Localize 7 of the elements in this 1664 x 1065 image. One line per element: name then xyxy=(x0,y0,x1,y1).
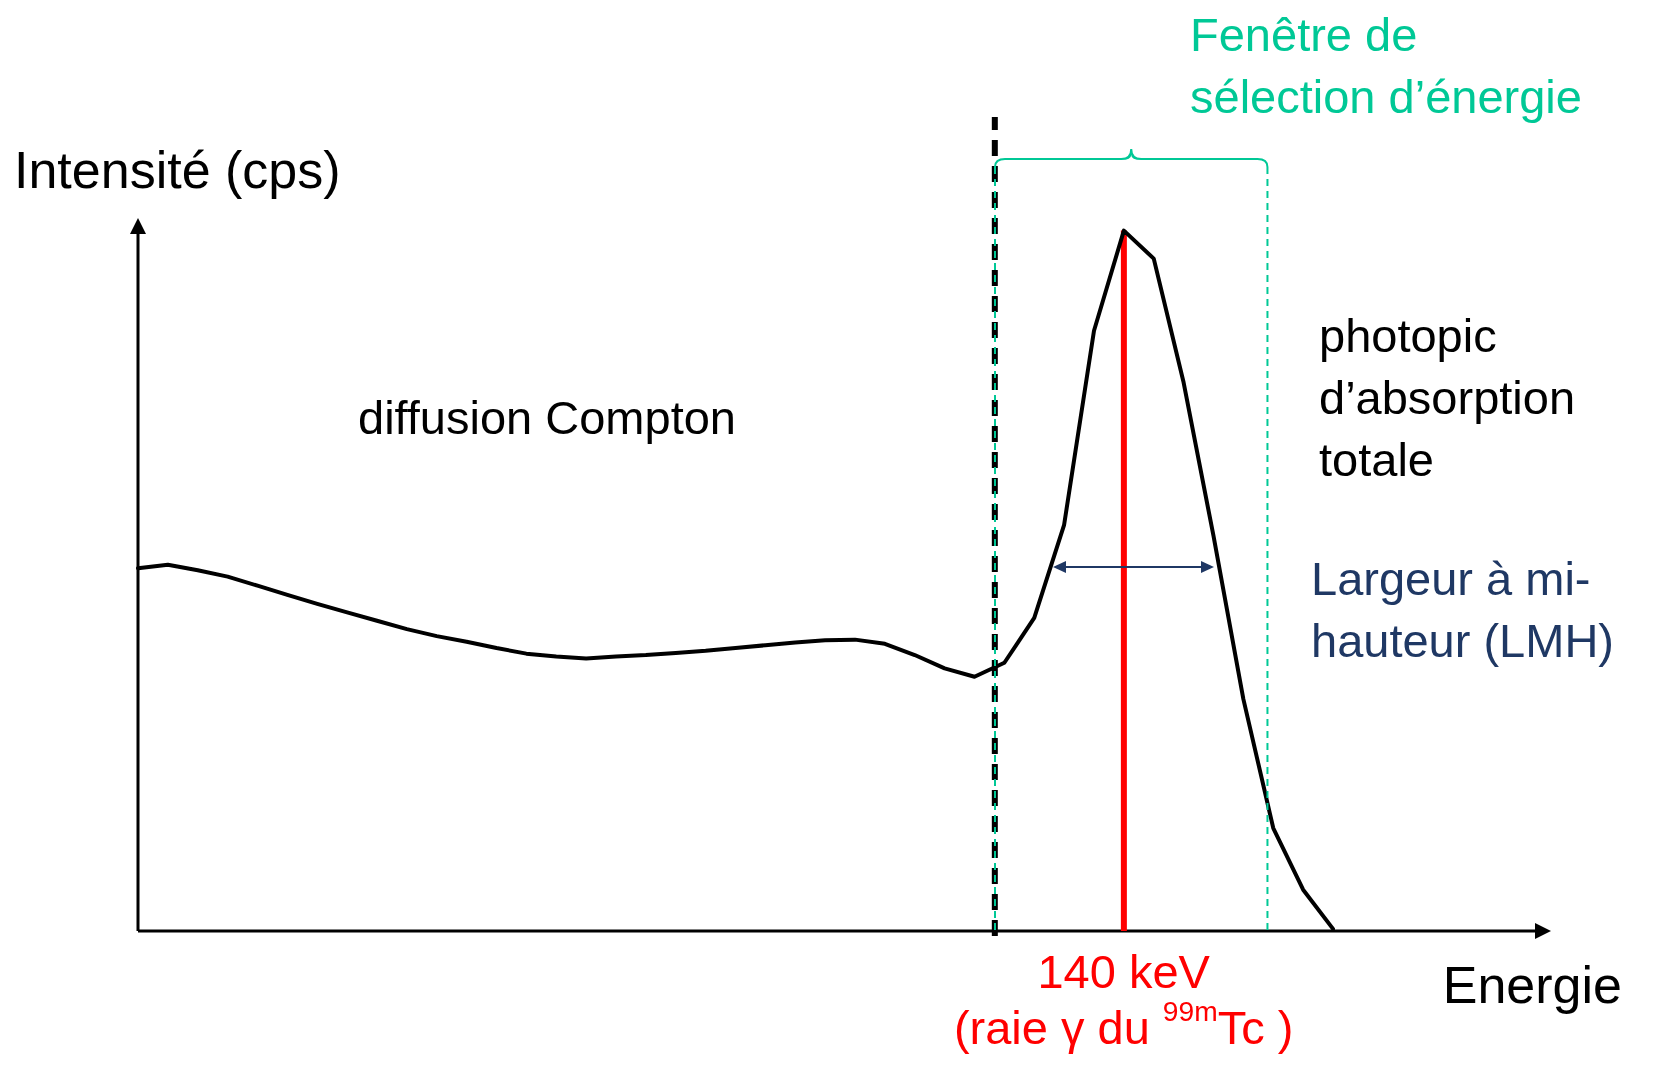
annotation: Largeur à mi- hauteur (LMH) xyxy=(1311,551,1614,669)
x-axis-title: Energie xyxy=(1442,955,1622,1015)
text: Fenêtre de sélection d’énergie xyxy=(1190,7,1582,125)
annotation: diffusion Compton xyxy=(358,390,736,446)
text: 140 keV (raie γ du $^{99m}$Tc ) xyxy=(953,945,1294,1054)
annotation: photopic d’absorption totale xyxy=(1319,308,1576,488)
y-axis-title: Intensité (cps) xyxy=(14,140,341,200)
